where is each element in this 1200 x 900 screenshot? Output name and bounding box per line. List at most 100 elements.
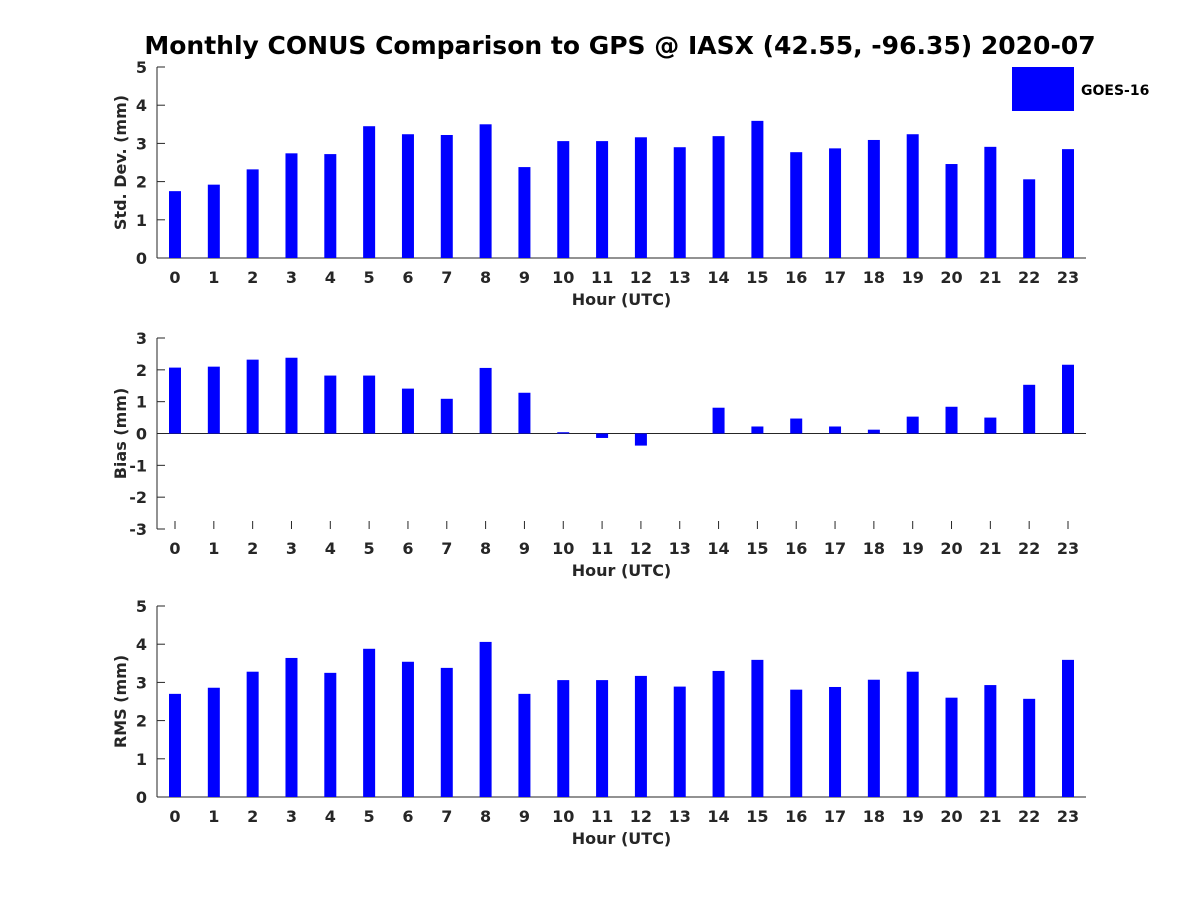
- x-tick-label: 16: [785, 539, 807, 558]
- bar-hour-0: [169, 693, 181, 797]
- y-tick-label: 2: [136, 173, 147, 192]
- x-axis-label: Hour (UTC): [572, 290, 672, 309]
- x-tick-label: 1: [208, 539, 219, 558]
- x-tick-label: 3: [286, 807, 297, 826]
- bar-hour-13: [673, 147, 686, 258]
- x-tick-label: 18: [863, 268, 885, 287]
- x-tick-label: 13: [669, 807, 691, 826]
- legend-label-goes-16: GOES-16: [1081, 83, 1149, 99]
- x-tick-label: 8: [480, 268, 491, 287]
- bar-hour-23: [1062, 149, 1074, 258]
- y-tick-label: 1: [136, 211, 147, 230]
- x-tick-label: 8: [480, 539, 491, 558]
- bar-hour-16: [790, 152, 803, 258]
- x-tick-label: 17: [824, 807, 846, 826]
- bar-hour-3: [285, 657, 298, 797]
- y-tick-label: 5: [136, 597, 147, 616]
- bar-hour-8: [479, 124, 492, 258]
- bar-hour-12: [634, 137, 647, 258]
- bar-hour-11: [596, 141, 609, 258]
- x-tick-label: 12: [630, 807, 652, 826]
- bar-hour-12: [634, 433, 647, 446]
- x-tick-label: 14: [707, 268, 729, 287]
- bar-hour-19: [906, 416, 919, 434]
- bar-hour-14: [712, 407, 725, 434]
- x-tick-label: 2: [247, 539, 258, 558]
- bar-hour-7: [440, 134, 453, 258]
- x-tick-label: 23: [1057, 807, 1079, 826]
- x-tick-label: 5: [364, 539, 375, 558]
- x-tick-label: 12: [630, 539, 652, 558]
- legend-swatch-goes-16: [1012, 67, 1074, 111]
- x-tick-label: 13: [669, 539, 691, 558]
- x-tick-label: 6: [402, 807, 413, 826]
- bar-hour-10: [557, 141, 570, 258]
- bar-hour-21: [984, 417, 997, 434]
- bar-hour-10: [557, 432, 570, 434]
- bar-hour-8: [479, 367, 492, 434]
- bar-hour-1: [207, 687, 220, 797]
- bar-hour-17: [829, 686, 842, 797]
- bar-hour-6: [401, 388, 414, 434]
- x-tick-label: 19: [902, 539, 924, 558]
- x-tick-label: 22: [1018, 539, 1040, 558]
- y-tick-label: 1: [136, 393, 147, 412]
- x-tick-label: 0: [169, 268, 180, 287]
- x-tick-label: 21: [979, 807, 1001, 826]
- x-tick-label: 3: [286, 539, 297, 558]
- bar-hour-2: [246, 169, 259, 258]
- bar-hour-17: [829, 148, 842, 258]
- y-tick-label: -3: [129, 520, 147, 539]
- y-tick-label: 3: [136, 329, 147, 348]
- y-tick-label: -2: [129, 488, 147, 507]
- y-axis-label: Std. Dev. (mm): [111, 95, 130, 230]
- bar-hour-16: [790, 689, 803, 797]
- x-tick-label: 0: [169, 807, 180, 826]
- y-tick-label: 4: [136, 635, 147, 654]
- x-tick-label: 10: [552, 539, 574, 558]
- x-tick-label: 14: [707, 539, 729, 558]
- x-tick-label: 2: [247, 268, 258, 287]
- bar-hour-23: [1062, 659, 1074, 797]
- bar-hour-17: [829, 426, 842, 434]
- bar-hour-0: [169, 191, 181, 258]
- x-tick-label: 14: [707, 807, 729, 826]
- y-tick-label: -1: [129, 456, 147, 475]
- x-tick-label: 7: [441, 268, 452, 287]
- y-tick-label: 3: [136, 673, 147, 692]
- y-axis-label: RMS (mm): [111, 655, 130, 748]
- bar-hour-20: [945, 406, 958, 434]
- x-tick-label: 18: [863, 539, 885, 558]
- x-tick-label: 1: [208, 807, 219, 826]
- x-tick-label: 11: [591, 807, 613, 826]
- x-tick-label: 16: [785, 268, 807, 287]
- x-tick-label: 19: [902, 807, 924, 826]
- bar-hour-21: [984, 146, 997, 258]
- bar-hour-9: [518, 167, 531, 258]
- chart-title: Monthly CONUS Comparison to GPS @ IASX (…: [144, 31, 1095, 60]
- bar-hour-8: [479, 641, 492, 797]
- x-axis-label: Hour (UTC): [572, 561, 672, 580]
- x-tick-label: 4: [325, 807, 336, 826]
- bar-hour-14: [712, 670, 725, 797]
- bar-hour-5: [363, 648, 376, 797]
- bar-hour-2: [246, 671, 259, 797]
- bar-hour-5: [363, 126, 376, 259]
- x-tick-label: 20: [940, 807, 962, 826]
- bar-hour-18: [867, 429, 880, 434]
- y-tick-label: 1: [136, 750, 147, 769]
- y-tick-label: 2: [136, 361, 147, 380]
- x-tick-label: 0: [169, 539, 180, 558]
- bar-hour-15: [751, 120, 764, 258]
- x-tick-label: 9: [519, 539, 530, 558]
- x-tick-label: 22: [1018, 268, 1040, 287]
- bar-hour-19: [906, 134, 919, 258]
- x-tick-label: 11: [591, 539, 613, 558]
- bar-hour-9: [518, 392, 531, 434]
- bar-hour-15: [751, 659, 764, 797]
- bar-hour-20: [945, 697, 958, 797]
- bar-hour-11: [596, 680, 609, 797]
- bar-hour-1: [207, 184, 220, 258]
- x-tick-label: 10: [552, 807, 574, 826]
